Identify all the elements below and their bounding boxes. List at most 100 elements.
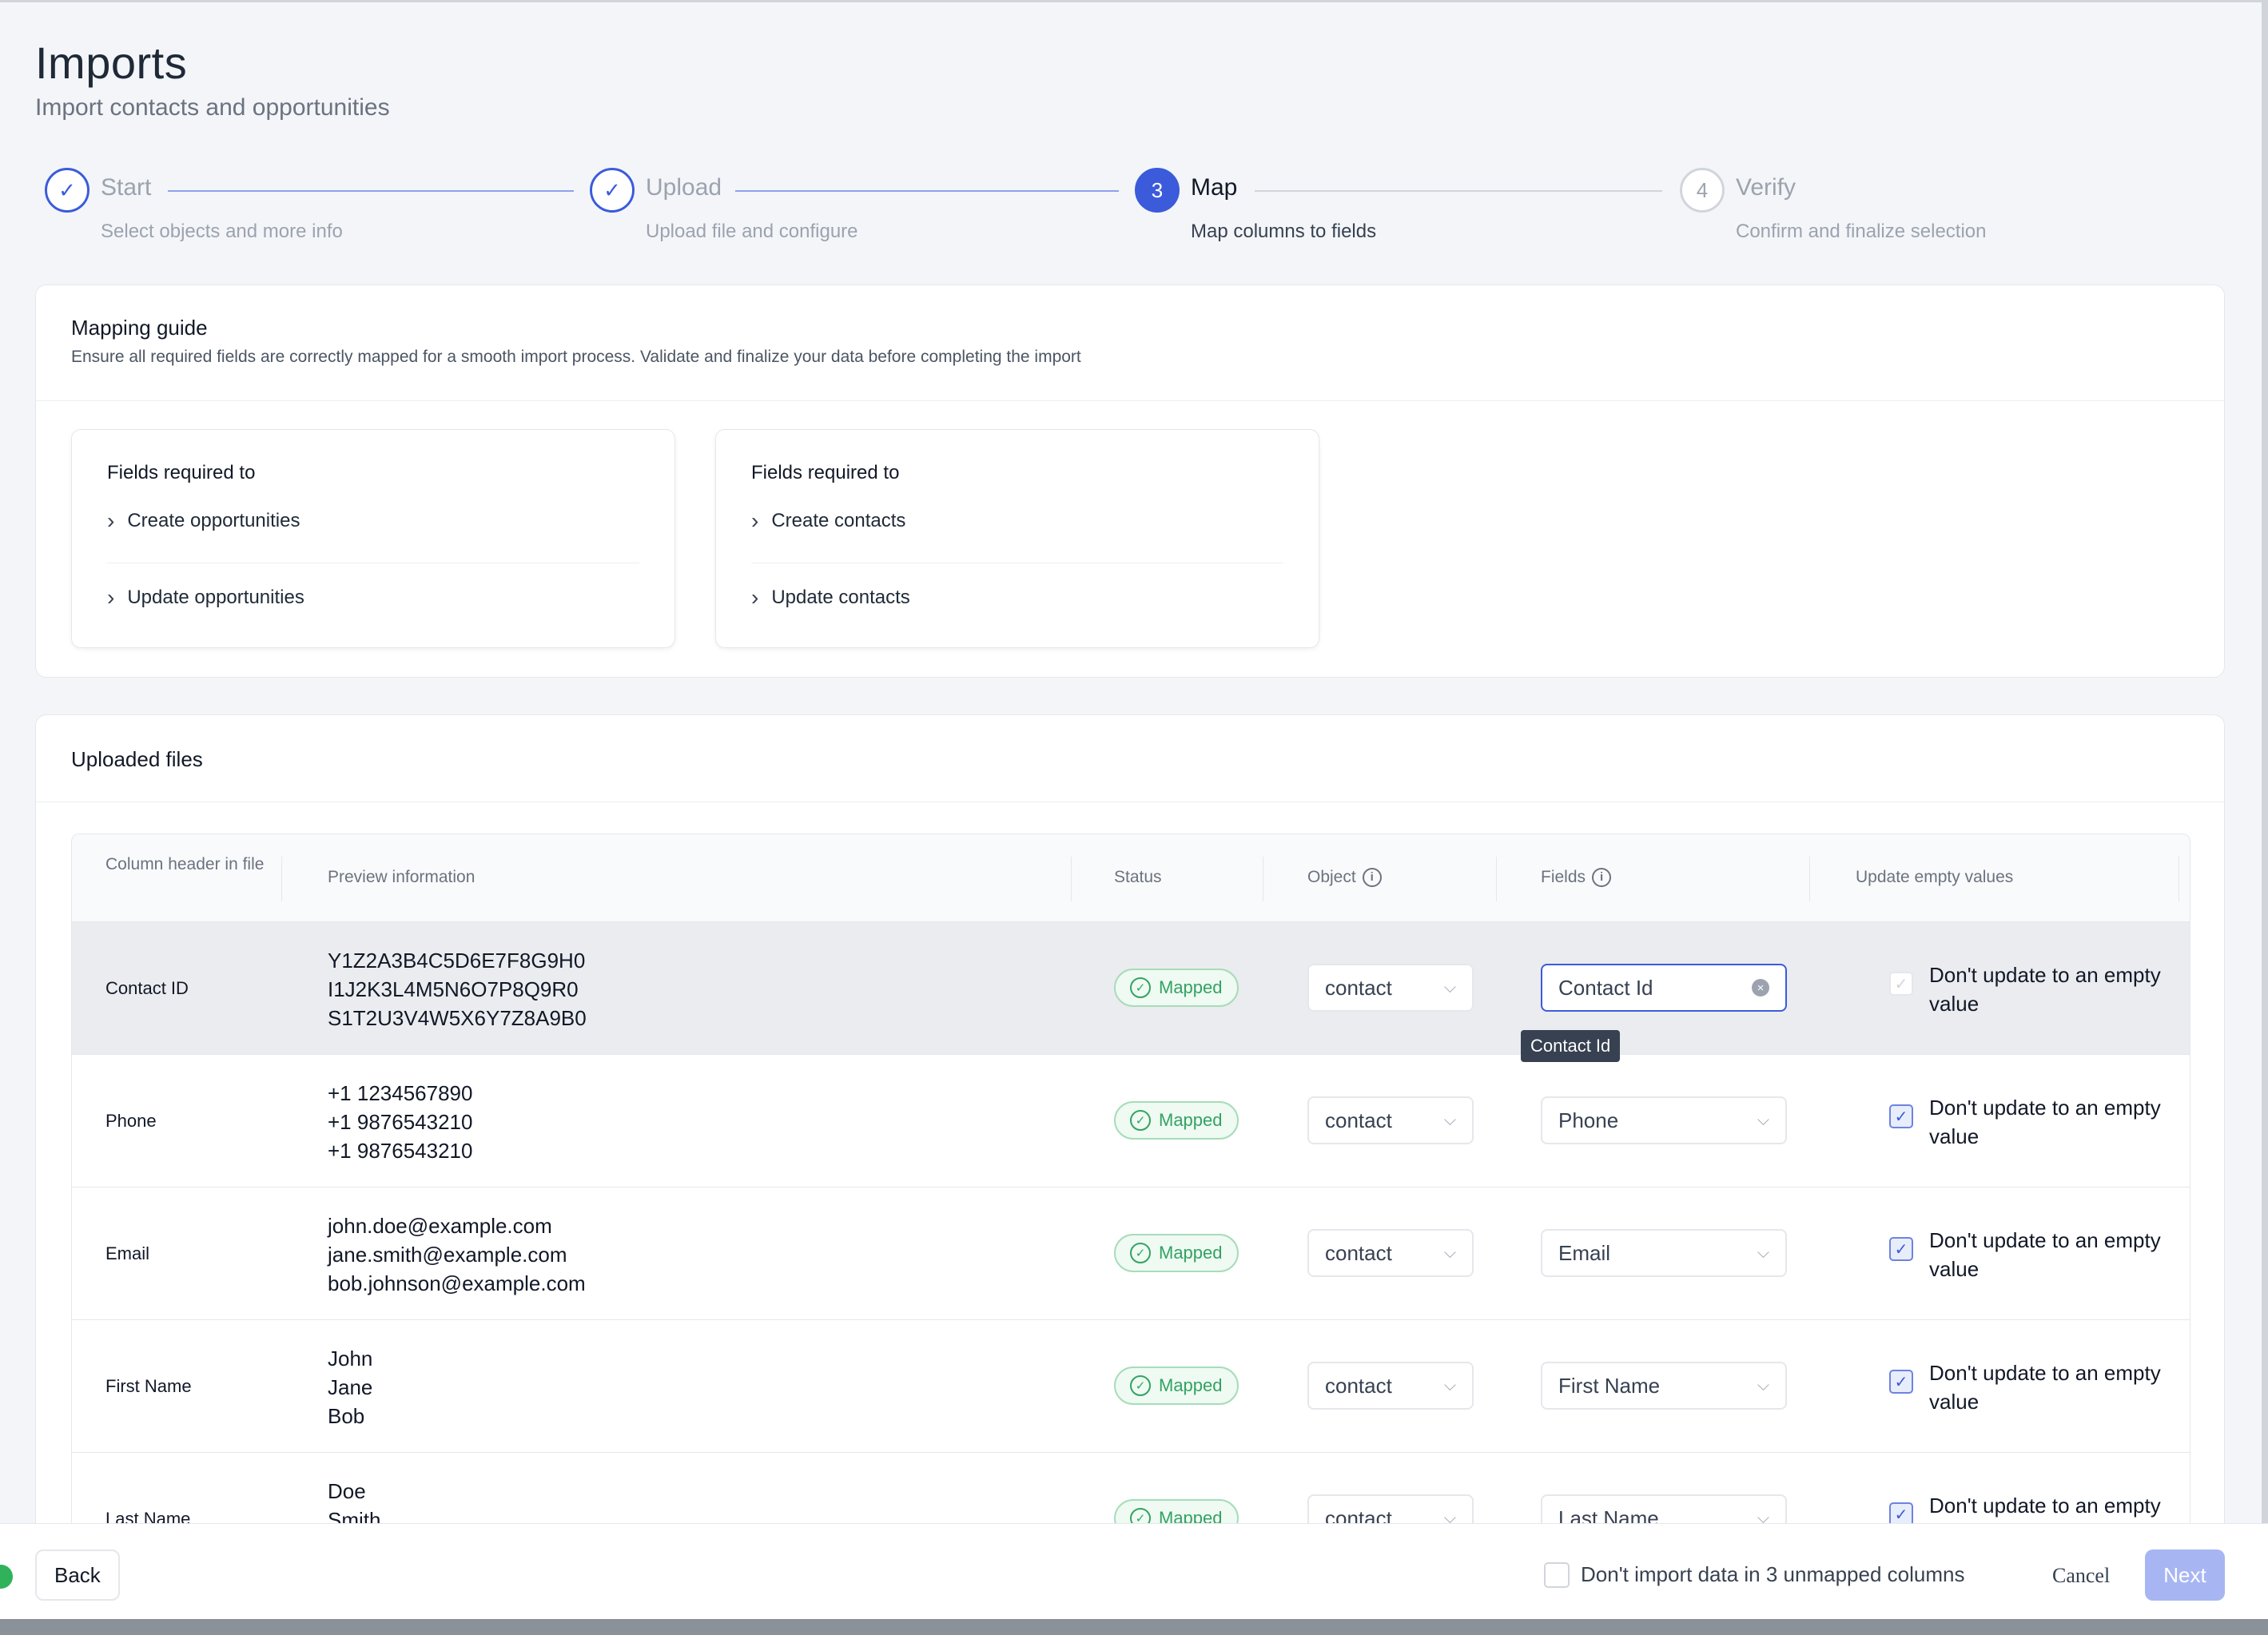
step-desc: Upload file and configure xyxy=(646,221,858,242)
check-icon: ✓ xyxy=(45,168,90,213)
preview-line: bob.johnson@example.com xyxy=(328,1271,586,1295)
col-sep xyxy=(281,857,282,901)
preview-line: John xyxy=(328,1347,373,1370)
next-button[interactable]: Next xyxy=(2145,1549,2225,1601)
row-column-header: Contact ID xyxy=(105,978,189,998)
step-number: 4 xyxy=(1680,168,1725,213)
preview-line: Y1Z2A3B4C5D6E7F8G9H0 xyxy=(328,949,586,973)
row-column-header: Phone xyxy=(105,1111,157,1131)
status-badge: ✓ Mapped xyxy=(1114,1366,1239,1405)
field-select[interactable]: Email ⌵ xyxy=(1541,1229,1787,1277)
window-edge xyxy=(2262,0,2268,1635)
skip-unmapped-checkbox[interactable] xyxy=(1544,1562,1570,1588)
preview-line: jane.smith@example.com xyxy=(328,1243,567,1267)
object-select-value: contact xyxy=(1325,1240,1392,1265)
info-icon[interactable]: i xyxy=(1362,868,1382,887)
row-column-header: First Name xyxy=(105,1376,192,1396)
row-preview: john.doe@example.com jane.smith@example.… xyxy=(328,1211,586,1298)
preview-line: +1 9876543210 xyxy=(328,1110,473,1134)
status-label: Mapped xyxy=(1159,1375,1223,1395)
row-column-header: Email xyxy=(105,1243,150,1263)
col-header-fields: Fields i xyxy=(1541,865,1612,890)
col-header-preview: Preview information xyxy=(328,868,475,886)
field-select[interactable]: First Name ⌵ xyxy=(1541,1362,1787,1410)
object-select[interactable]: contact ⌵ xyxy=(1307,964,1474,1012)
object-select-value: contact xyxy=(1325,1108,1392,1132)
field-select-value: Phone xyxy=(1558,1108,1619,1132)
chevron-right-icon: › xyxy=(751,508,759,533)
field-select-value: Email xyxy=(1558,1240,1611,1265)
check-icon: ✓ xyxy=(590,168,635,213)
chevron-down-icon: ⌵ xyxy=(1443,978,1456,997)
chevron-down-icon: ⌵ xyxy=(1443,1509,1456,1527)
chevron-down-icon: ⌵ xyxy=(1757,1376,1769,1394)
mapping-guide-card: Mapping guide Ensure all required fields… xyxy=(35,284,2225,678)
check-circle-icon: ✓ xyxy=(1130,1110,1151,1131)
step-connector xyxy=(168,190,574,192)
col-sep xyxy=(2178,857,2179,901)
field-select-value: First Name xyxy=(1558,1373,1661,1398)
top-border xyxy=(0,0,2268,2)
skip-unmapped-label: Don't import data in 3 unmapped columns xyxy=(1581,1562,1965,1586)
step-title: Verify xyxy=(1736,174,1796,201)
info-icon[interactable]: i xyxy=(1592,868,1612,887)
guide-desc: Ensure all required fields are correctly… xyxy=(71,348,1081,366)
chevron-down-icon: ⌵ xyxy=(1757,1111,1769,1129)
preview-line: +1 1234567890 xyxy=(328,1081,473,1105)
object-select[interactable]: contact ⌵ xyxy=(1307,1362,1474,1410)
table-row: First Name John Jane Bob ✓ Mapped contac… xyxy=(72,1320,2190,1453)
create-opportunities-toggle[interactable]: › Create opportunities xyxy=(107,508,300,534)
update-empty-label: Don't update to an empty value xyxy=(1929,1361,2161,1414)
files-title: Uploaded files xyxy=(71,747,203,771)
update-empty-label: Don't update to an empty value xyxy=(1929,963,2161,1016)
check-circle-icon: ✓ xyxy=(1130,1375,1151,1396)
row-preview: +1 1234567890 +1 9876543210 +1 987654321… xyxy=(328,1079,472,1165)
req-head: Fields required to xyxy=(751,462,900,483)
req-item-label: Update contacts xyxy=(771,587,910,608)
update-empty-checkbox[interactable]: ✓ xyxy=(1889,972,1913,996)
status-badge: ✓ Mapped xyxy=(1114,1234,1239,1272)
preview-line: Jane xyxy=(328,1375,373,1399)
status-badge: ✓ Mapped xyxy=(1114,1101,1239,1140)
mapping-table: Column header in file Preview informatio… xyxy=(71,833,2190,1553)
req-item-label: Update opportunities xyxy=(127,587,304,608)
object-select-value: contact xyxy=(1325,1373,1392,1398)
chevron-down-icon: ⌵ xyxy=(1443,1376,1456,1394)
status-label: Mapped xyxy=(1159,977,1223,997)
object-select[interactable]: contact ⌵ xyxy=(1307,1229,1474,1277)
chevron-right-icon: › xyxy=(107,508,115,533)
clear-icon[interactable]: × xyxy=(1752,979,1769,997)
update-contacts-toggle[interactable]: › Update contacts xyxy=(751,585,910,611)
required-fields-opportunities: Fields required to › Create opportunitie… xyxy=(71,429,675,648)
status-label: Mapped xyxy=(1159,1243,1223,1263)
footer-bar: Back Don't import data in 3 unmapped col… xyxy=(0,1523,2268,1619)
chevron-down-icon: ⌵ xyxy=(1757,1243,1769,1262)
update-empty-checkbox[interactable]: ✓ xyxy=(1889,1370,1913,1394)
update-opportunities-toggle[interactable]: › Update opportunities xyxy=(107,585,304,611)
field-select[interactable]: Phone ⌵ xyxy=(1541,1096,1787,1144)
step-title: Upload xyxy=(646,174,722,201)
status-dot xyxy=(0,1565,13,1589)
object-select-value: contact xyxy=(1325,975,1392,1000)
update-empty-checkbox[interactable]: ✓ xyxy=(1889,1502,1913,1526)
cancel-button[interactable]: Cancel xyxy=(2052,1564,2111,1587)
chevron-right-icon: › xyxy=(751,585,759,610)
update-empty-label: Don't update to an empty xyxy=(1929,1494,2161,1518)
update-empty-checkbox[interactable]: ✓ xyxy=(1889,1237,1913,1261)
col-sep xyxy=(1071,857,1072,901)
preview-line: Doe xyxy=(328,1479,366,1503)
field-select[interactable]: Contact Id × xyxy=(1541,964,1787,1012)
col-header-status: Status xyxy=(1114,868,1162,886)
field-tooltip: Contact Id xyxy=(1521,1030,1621,1062)
col-header-fields-label: Fields xyxy=(1541,868,1586,886)
update-empty-label: Don't update to an empty value xyxy=(1929,1228,2161,1281)
object-select[interactable]: contact ⌵ xyxy=(1307,1096,1474,1144)
required-fields-contacts: Fields required to › Create contacts › U… xyxy=(715,429,1319,648)
guide-title: Mapping guide xyxy=(71,316,208,340)
back-button[interactable]: Back xyxy=(35,1549,120,1601)
table-row: Contact ID Y1Z2A3B4C5D6E7F8G9H0 I1J2K3L4… xyxy=(72,922,2190,1055)
update-empty-checkbox[interactable]: ✓ xyxy=(1889,1104,1913,1128)
req-item-label: Create contacts xyxy=(771,510,906,531)
preview-line: I1J2K3L4M5N6O7P8Q9R0 xyxy=(328,977,579,1001)
create-contacts-toggle[interactable]: › Create contacts xyxy=(751,508,905,534)
